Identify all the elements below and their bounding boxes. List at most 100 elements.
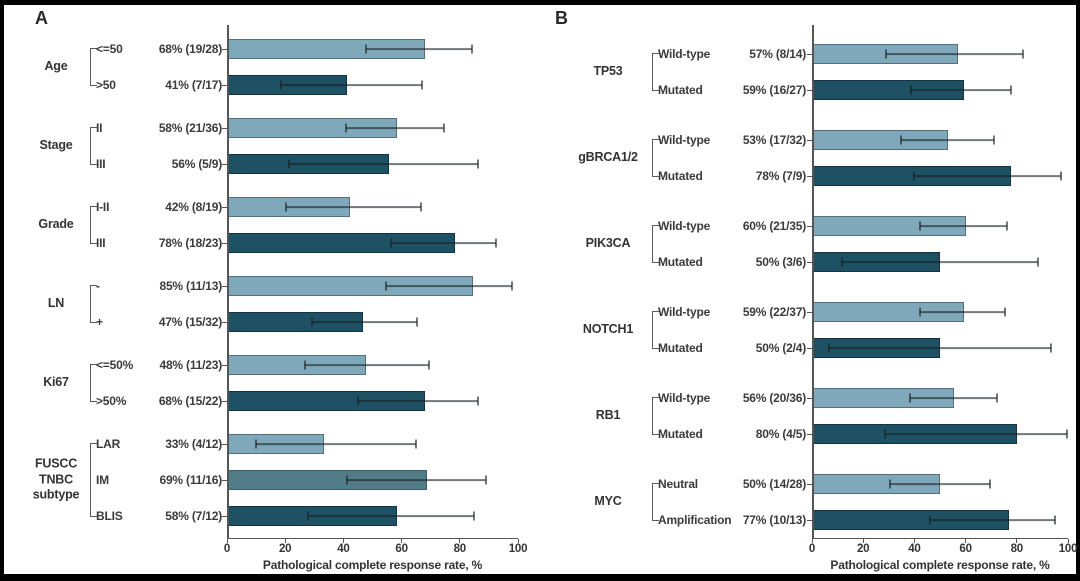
bar-row: II 58% (21/36) bbox=[4, 110, 540, 146]
error-bar bbox=[307, 515, 474, 517]
row-tick bbox=[222, 286, 227, 288]
category-label: <=50% bbox=[96, 358, 134, 372]
group-label: FUSCC TNBC subtype bbox=[32, 456, 80, 502]
group-rows: - 85% (11/13) + 47% (15/32) bbox=[4, 268, 540, 340]
subgroup: NOTCH1 Wild-type 59% (22/37) Mutated 50%… bbox=[540, 294, 1076, 366]
group-label: RB1 bbox=[595, 408, 621, 423]
row-tick bbox=[807, 140, 812, 142]
rows-wrap: TP53 Wild-type 57% (8/14) Mutated 59% (1… bbox=[540, 25, 1076, 538]
bar-row: Wild-type 59% (22/37) bbox=[540, 294, 1076, 330]
category-label: - bbox=[96, 279, 100, 293]
error-cap-high bbox=[511, 281, 514, 291]
bar-zone bbox=[807, 416, 1068, 452]
error-bar bbox=[390, 242, 497, 244]
axis-tick-label: 60 bbox=[959, 543, 972, 555]
group-rows: <=50 68% (19/28) >50 41% (7/17) bbox=[4, 31, 540, 103]
bar-row: IM 69% (11/16) bbox=[4, 462, 540, 498]
row-tick bbox=[222, 401, 227, 403]
category-label: >50% bbox=[96, 394, 127, 408]
bar-zone bbox=[222, 189, 518, 225]
error-cap-low bbox=[918, 221, 921, 231]
category-label: BLIS bbox=[96, 509, 123, 523]
category-label: Wild-type bbox=[658, 219, 711, 233]
error-cap-low bbox=[828, 343, 831, 353]
axis-tick bbox=[1016, 539, 1018, 543]
bar-row: Mutated 50% (2/4) bbox=[540, 330, 1076, 366]
error-cap-high bbox=[988, 479, 991, 489]
panel-a: A Age <=50 68% (19/28) >50 41% (7/17) St… bbox=[4, 5, 540, 574]
bar-zone bbox=[222, 462, 518, 498]
bar-zone bbox=[807, 208, 1068, 244]
group-label: Ki67 bbox=[43, 375, 69, 390]
stat-label: 42% (8/19) bbox=[165, 200, 222, 214]
bar-zone bbox=[222, 110, 518, 146]
error-cap-high bbox=[1049, 343, 1052, 353]
error-bar bbox=[909, 397, 997, 399]
error-bar bbox=[911, 89, 1011, 91]
error-bar bbox=[930, 519, 1056, 521]
error-cap-low bbox=[889, 479, 892, 489]
axis-tick bbox=[226, 539, 228, 543]
bar-zone bbox=[807, 36, 1068, 72]
bar-row: Wild-type 53% (17/32) bbox=[540, 122, 1076, 158]
bar-row: I-II 42% (8/19) bbox=[4, 189, 540, 225]
axis-tick bbox=[459, 539, 461, 543]
error-cap-high bbox=[472, 511, 475, 521]
bar-zone bbox=[807, 294, 1068, 330]
panel-b: B TP53 Wild-type 57% (8/14) Mutated 59% … bbox=[540, 5, 1078, 574]
error-cap-high bbox=[1021, 49, 1024, 59]
group-label: MYC bbox=[594, 494, 622, 509]
axis-tick-label: 80 bbox=[453, 543, 467, 555]
error-cap-high bbox=[476, 396, 479, 406]
group-label: NOTCH1 bbox=[582, 322, 634, 337]
category-label: Mutated bbox=[658, 255, 703, 269]
error-cap-low bbox=[908, 393, 911, 403]
subgroup: LN - 85% (11/13) + 47% (15/32) bbox=[4, 268, 540, 340]
stat-label: 56% (20/36) bbox=[742, 391, 806, 405]
bar-zone bbox=[222, 383, 518, 419]
subgroup: Stage II 58% (21/36) III 56% (5/9) bbox=[4, 110, 540, 182]
category-label: III bbox=[96, 236, 106, 250]
row-tick bbox=[222, 444, 227, 446]
error-cap-low bbox=[841, 257, 844, 267]
bar-zone bbox=[807, 158, 1068, 194]
axis-tick-label: 60 bbox=[395, 543, 408, 555]
bar-row: Neutral 50% (14/28) bbox=[540, 466, 1076, 502]
error-cap-low bbox=[929, 515, 932, 525]
error-cap-high bbox=[419, 202, 422, 212]
error-cap-low bbox=[254, 439, 257, 449]
row-tick bbox=[807, 312, 812, 314]
bar-row: Mutated 80% (4/5) bbox=[540, 416, 1076, 452]
panel-b-chart-area: TP53 Wild-type 57% (8/14) Mutated 59% (1… bbox=[540, 25, 1076, 538]
axis-tick-label: 100 bbox=[1058, 543, 1078, 555]
error-bar bbox=[829, 347, 1051, 349]
figure-background: A Age <=50 68% (19/28) >50 41% (7/17) St… bbox=[4, 5, 1078, 574]
stat-label: 58% (21/36) bbox=[158, 121, 222, 135]
axis-tick bbox=[1067, 539, 1069, 543]
row-tick bbox=[807, 176, 812, 178]
row-tick bbox=[807, 434, 812, 436]
group-rows: Wild-type 60% (21/35) Mutated 50% (3/6) bbox=[540, 208, 1076, 280]
panel-a-letter: A bbox=[35, 8, 48, 28]
bar-zone bbox=[222, 67, 518, 103]
error-cap-high bbox=[995, 393, 998, 403]
subgroup: Ki67 <=50% 48% (11/23) >50% 68% (15/22) bbox=[4, 347, 540, 419]
axis-tick-label: 100 bbox=[508, 543, 528, 555]
group-rows: II 58% (21/36) III 56% (5/9) bbox=[4, 110, 540, 182]
bar-zone bbox=[222, 347, 518, 383]
row-tick bbox=[222, 243, 227, 245]
bar-row: LAR 33% (4/12) bbox=[4, 426, 540, 462]
error-cap-high bbox=[427, 360, 430, 370]
bar-zone bbox=[807, 330, 1068, 366]
bar-row: Mutated 50% (3/6) bbox=[540, 244, 1076, 280]
stat-label: 41% (7/17) bbox=[165, 78, 222, 92]
error-cap-high bbox=[477, 159, 480, 169]
bar-zone bbox=[222, 225, 518, 261]
group-bracket bbox=[90, 127, 97, 165]
group-bracket bbox=[652, 483, 659, 521]
subgroup: FUSCC TNBC subtype LAR 33% (4/12) IM 69%… bbox=[4, 426, 540, 534]
error-cap-low bbox=[306, 511, 309, 521]
error-cap-low bbox=[918, 307, 921, 317]
stat-label: 59% (16/27) bbox=[742, 83, 806, 97]
error-cap-low bbox=[364, 44, 367, 54]
